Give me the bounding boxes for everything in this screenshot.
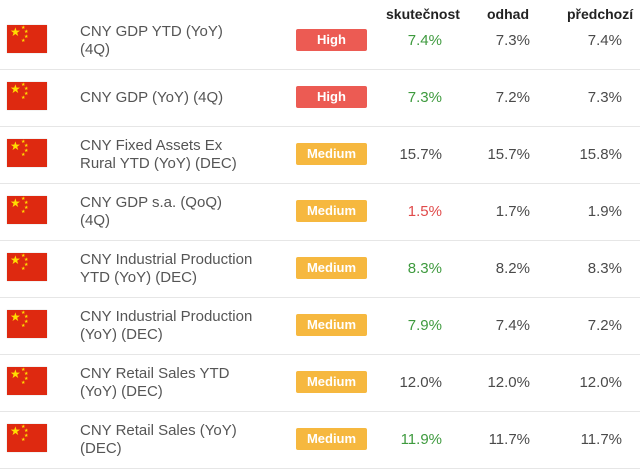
actual-value: 12.0% [399, 374, 442, 391]
event-name-line2: (YoY) (DEC) [80, 325, 163, 343]
forecast-value: 15.7% [487, 146, 530, 163]
event-name-line1: CNY GDP s.a. (QoQ) [80, 193, 222, 211]
event-name-line1: CNY Industrial Production [80, 307, 253, 325]
event-name-line2: (DEC) [80, 439, 122, 457]
actual-value: 11.9% [400, 431, 442, 448]
forecast-value: 7.4% [495, 317, 530, 334]
event-name[interactable]: CNY Fixed Assets Ex Rural YTD (YoY) (DEC) [80, 126, 285, 183]
table-row[interactable]: ★ ★ ★ ★ ★ CNY Retail Sales YTD (YoY) (DEC) Medi… [0, 354, 640, 412]
forecast-value: 8.2% [495, 260, 530, 277]
impact-badge: Medium [296, 257, 367, 279]
actual-value: 15.7% [399, 146, 442, 163]
table-row[interactable]: ★ ★ ★ ★ ★ CNY Fixed Assets Ex Rural YTD (YoY) … [0, 126, 640, 184]
table-row[interactable]: ★ ★ ★ ★ ★ CNY GDP (YoY) (4Q) High 7.3% 7.2% 7.3% [0, 69, 640, 127]
event-name-line1: CNY Industrial Production [80, 250, 253, 268]
event-name-line1: CNY GDP YTD (YoY) [80, 22, 223, 40]
table-header: skutečnost odhad předchozí [0, 0, 640, 30]
event-name-line2: Rural YTD (YoY) (DEC) [80, 154, 237, 172]
china-flag-icon: ★ ★ ★ ★ ★ [7, 139, 47, 167]
impact-badge: Medium [296, 143, 367, 165]
actual-value: 1.5% [407, 203, 442, 220]
table-row[interactable]: ★ ★ ★ ★ ★ CNY Industrial Production YTD (YoY) … [0, 240, 640, 298]
event-name[interactable]: CNY Industrial Production (YoY) (DEC) [80, 297, 285, 354]
previous-value: 7.2% [587, 317, 622, 334]
event-name-line1: CNY Retail Sales (YoY) [80, 421, 237, 439]
previous-value: 12.0% [579, 374, 622, 391]
header-actual: skutečnost [386, 6, 460, 22]
event-name[interactable]: CNY GDP s.a. (QoQ) (4Q) [80, 183, 285, 240]
impact-badge: Medium [296, 428, 367, 450]
forecast-value: 7.2% [495, 89, 530, 106]
impact-badge: Medium [296, 200, 367, 222]
impact-badge: Medium [296, 314, 367, 336]
event-name[interactable]: CNY Retail Sales (YoY) (DEC) [80, 411, 285, 468]
previous-value: 8.3% [587, 260, 622, 277]
event-name-line1: CNY Retail Sales YTD [80, 364, 230, 382]
previous-value: 11.7% [580, 431, 622, 448]
previous-value: 1.9% [587, 203, 622, 220]
previous-value: 7.3% [587, 89, 622, 106]
table-row[interactable]: ★ ★ ★ ★ ★ CNY GDP YTD (YoY) (4Q) High 7.4% 7.3% 7.… [0, 12, 640, 70]
china-flag-icon: ★ ★ ★ ★ ★ [7, 25, 47, 53]
actual-value: 8.3% [407, 260, 442, 277]
china-flag-icon: ★ ★ ★ ★ ★ [7, 310, 47, 338]
actual-value: 7.4% [407, 32, 442, 49]
china-flag-icon: ★ ★ ★ ★ ★ [7, 253, 47, 281]
impact-badge: Medium [296, 371, 367, 393]
event-name[interactable]: CNY GDP (YoY) (4Q) [80, 69, 285, 126]
previous-value: 15.8% [579, 146, 622, 163]
table-row[interactable]: ★ ★ ★ ★ ★ CNY Industrial Production (YoY) (DEC… [0, 297, 640, 355]
forecast-value: 12.0% [487, 374, 530, 391]
impact-badge: High [296, 29, 367, 51]
china-flag-icon: ★ ★ ★ ★ ★ [7, 82, 47, 110]
event-name-line2: (4Q) [80, 40, 110, 58]
previous-value: 7.4% [587, 32, 622, 49]
forecast-value: 11.7% [488, 431, 530, 448]
event-name-line1: CNY GDP (YoY) (4Q) [80, 88, 224, 106]
impact-badge: High [296, 86, 367, 108]
actual-value: 7.9% [407, 317, 442, 334]
table-row[interactable]: ★ ★ ★ ★ ★ CNY Retail Sales (YoY) (DEC) Medium 11… [0, 411, 640, 469]
china-flag-icon: ★ ★ ★ ★ ★ [7, 196, 47, 224]
event-name-line1: CNY Fixed Assets Ex [80, 136, 223, 154]
actual-value: 7.3% [407, 89, 442, 106]
header-forecast: odhad [487, 6, 529, 22]
table-row[interactable]: ★ ★ ★ ★ ★ CNY GDP s.a. (QoQ) (4Q) Medium 1.5% 1.7… [0, 183, 640, 241]
event-name-line2: (YoY) (DEC) [80, 382, 163, 400]
forecast-value: 7.3% [495, 32, 530, 49]
china-flag-icon: ★ ★ ★ ★ ★ [7, 424, 47, 452]
event-name-line2: (4Q) [80, 211, 110, 229]
china-flag-icon: ★ ★ ★ ★ ★ [7, 367, 47, 395]
event-name[interactable]: CNY GDP YTD (YoY) (4Q) [80, 12, 285, 69]
event-name-line2: YTD (YoY) (DEC) [80, 268, 197, 286]
header-previous: předchozí [567, 6, 634, 22]
event-name[interactable]: CNY Retail Sales YTD (YoY) (DEC) [80, 354, 285, 411]
forecast-value: 1.7% [495, 203, 530, 220]
event-name[interactable]: CNY Industrial Production YTD (YoY) (DEC) [80, 240, 285, 297]
